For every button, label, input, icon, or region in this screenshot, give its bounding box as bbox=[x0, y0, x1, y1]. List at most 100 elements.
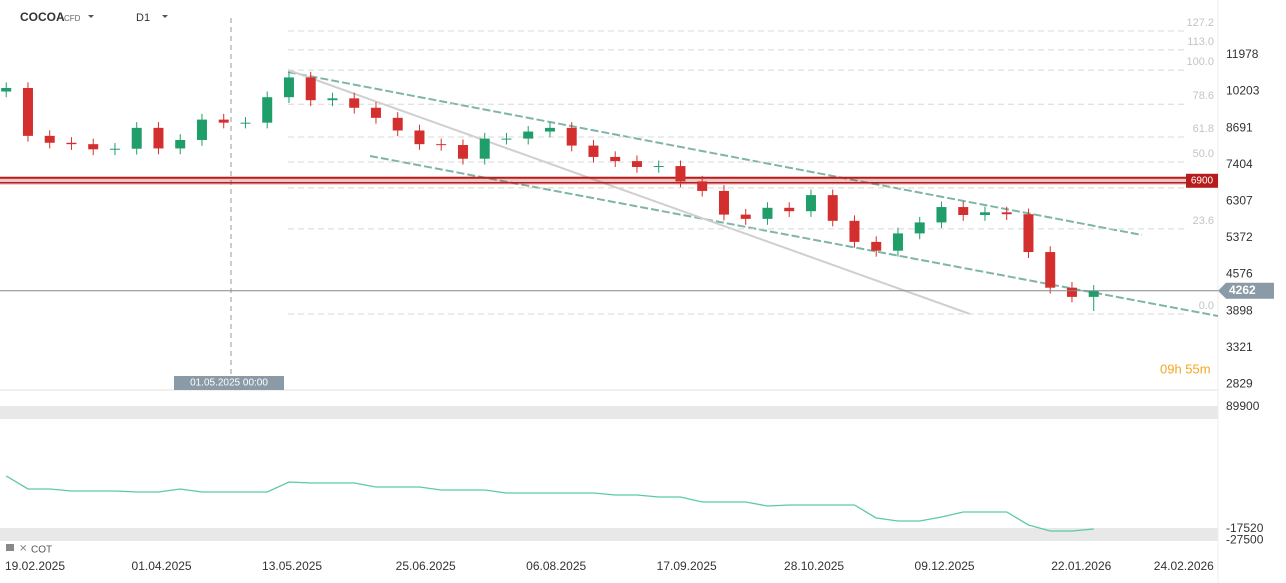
crosshair-label-box bbox=[174, 376, 284, 390]
instrument-type: CFD bbox=[64, 14, 81, 23]
candle-body bbox=[979, 212, 990, 215]
candle-body bbox=[871, 241, 882, 251]
fib-label: 61.8 bbox=[1193, 123, 1214, 135]
candle-body bbox=[610, 156, 621, 162]
candle-body bbox=[1001, 212, 1012, 215]
y-tick-label: 6307 bbox=[1226, 193, 1253, 207]
candle-body bbox=[175, 139, 186, 149]
candle-body bbox=[66, 142, 77, 145]
y-tick-label: 89900 bbox=[1226, 399, 1260, 413]
candle-body bbox=[349, 98, 360, 108]
candle-body bbox=[88, 144, 99, 150]
y-tick-label: -27500 bbox=[1226, 533, 1264, 547]
crosshair-label: 01.05.2025 00:00 bbox=[190, 378, 268, 389]
fib-label: 100.0 bbox=[1186, 56, 1214, 68]
symbol[interactable]: COCOA bbox=[20, 10, 65, 24]
candle-body bbox=[392, 117, 403, 131]
candle-body bbox=[958, 207, 969, 215]
x-tick-label: 01.04.2025 bbox=[132, 559, 192, 573]
cot-line bbox=[5, 475, 1094, 532]
candle-body bbox=[1045, 252, 1056, 288]
candle-body bbox=[1023, 214, 1034, 253]
y-tick-label: 2829 bbox=[1226, 377, 1253, 391]
candle-body bbox=[675, 166, 686, 182]
candle-body bbox=[218, 119, 229, 123]
fib-label: 127.2 bbox=[1186, 17, 1214, 29]
x-tick-label: 17.09.2025 bbox=[657, 559, 717, 573]
pane-band bbox=[0, 406, 1218, 419]
plot: 11978 10203 8691 7404 6307 5372 4576 3898 3321 28… bbox=[0, 17, 1274, 573]
level-band bbox=[0, 176, 1188, 185]
dropdown-icon[interactable] bbox=[88, 15, 94, 18]
candle-body bbox=[501, 138, 512, 140]
candle-body bbox=[196, 119, 207, 140]
x-tick-label: 24.02.2026 bbox=[1154, 559, 1214, 573]
y-tick-label: 8691 bbox=[1226, 120, 1253, 134]
candle-body bbox=[805, 195, 816, 212]
candle-body bbox=[327, 98, 338, 101]
candle-body bbox=[588, 145, 599, 157]
candle-body bbox=[849, 220, 860, 242]
y-tick-label: 3898 bbox=[1226, 303, 1253, 317]
dropdown-icon[interactable] bbox=[162, 15, 168, 18]
candle-body bbox=[1066, 287, 1077, 297]
candle-body bbox=[523, 131, 534, 139]
candle-body bbox=[892, 233, 903, 251]
indicator-settings-icon[interactable] bbox=[6, 544, 14, 551]
x-tick-label: 19.02.2025 bbox=[5, 559, 65, 573]
fib-label: 78.6 bbox=[1193, 90, 1214, 102]
candle-body bbox=[653, 166, 664, 168]
candle-body bbox=[697, 181, 708, 191]
candle-body bbox=[131, 127, 142, 149]
y-tick-label: 4576 bbox=[1226, 267, 1253, 281]
candle-body bbox=[262, 97, 273, 123]
fib-label: 23.6 bbox=[1193, 215, 1214, 227]
candle-body bbox=[283, 77, 294, 98]
level-label-box bbox=[1186, 173, 1218, 188]
y-tick-label: 11978 bbox=[1226, 47, 1259, 61]
candle-body bbox=[1088, 290, 1099, 297]
candle-body bbox=[153, 127, 164, 149]
candle-body bbox=[784, 207, 795, 212]
trend-channel-upper bbox=[287, 71, 1143, 236]
fib-label: 50.0 bbox=[1193, 148, 1214, 160]
candle-body bbox=[22, 87, 33, 136]
fib-label: 113.0 bbox=[1187, 36, 1214, 48]
pane-band bbox=[0, 528, 1218, 541]
last-price-label: 4262 bbox=[1229, 283, 1256, 297]
x-tick-label: 28.10.2025 bbox=[784, 559, 844, 573]
candle-body bbox=[566, 127, 577, 146]
interval[interactable]: D1 bbox=[136, 12, 150, 24]
candle-body bbox=[740, 214, 751, 219]
fib-label: 0.0 bbox=[1199, 300, 1214, 312]
candle-body bbox=[718, 190, 729, 215]
level-label: 6900 bbox=[1191, 175, 1214, 186]
candle-body bbox=[305, 77, 316, 101]
candle-body bbox=[762, 207, 773, 219]
last-value-label: -17520 bbox=[1226, 521, 1264, 535]
candle-body bbox=[457, 145, 468, 159]
candle-body bbox=[914, 222, 925, 234]
candle-body bbox=[436, 144, 447, 146]
candle-body bbox=[479, 138, 490, 159]
y-tick-label: 7404 bbox=[1226, 157, 1253, 171]
candle-body bbox=[631, 161, 642, 167]
candle-body bbox=[414, 130, 425, 145]
candle-body bbox=[109, 148, 120, 150]
candle-body bbox=[827, 195, 838, 221]
candle-body bbox=[44, 135, 55, 143]
candle-body bbox=[370, 107, 381, 118]
x-tick-label: 22.01.2026 bbox=[1051, 559, 1111, 573]
y-tick-label: 3321 bbox=[1226, 340, 1253, 354]
last-price-box bbox=[1218, 282, 1274, 299]
x-tick-label: 09.12.2025 bbox=[915, 559, 975, 573]
candle-timer: 09h 55m bbox=[1160, 361, 1211, 376]
x-tick-label: 25.06.2025 bbox=[396, 559, 456, 573]
y-tick-label: 5372 bbox=[1226, 230, 1253, 244]
indicator-close-icon[interactable]: ✕ bbox=[19, 544, 27, 555]
x-tick-label: 06.08.2025 bbox=[526, 559, 586, 573]
candle-body bbox=[544, 127, 555, 132]
candle-body bbox=[1, 87, 12, 92]
trend-line bbox=[287, 69, 971, 315]
